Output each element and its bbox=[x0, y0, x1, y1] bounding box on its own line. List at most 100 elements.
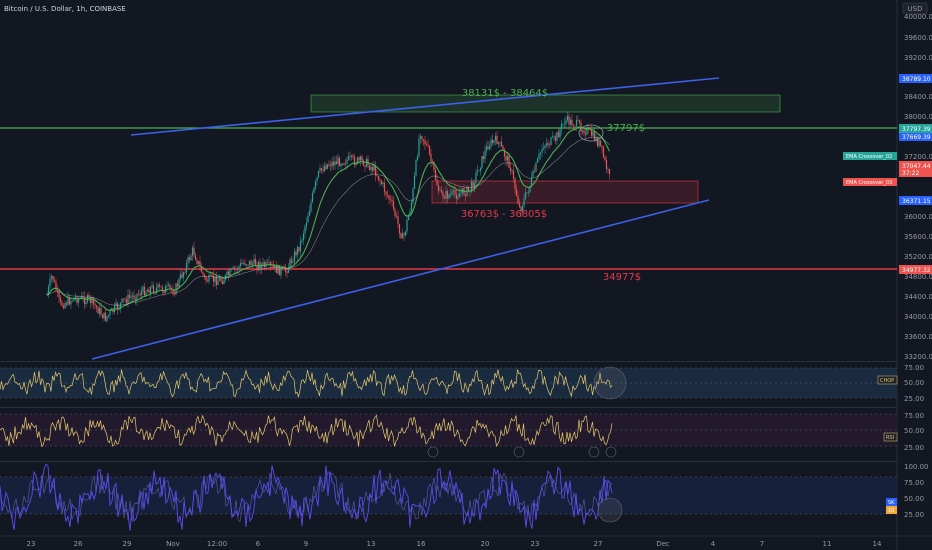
date-tick: 23 bbox=[27, 540, 36, 548]
candle-body bbox=[121, 298, 123, 303]
candle-body bbox=[529, 185, 531, 193]
candle-body bbox=[104, 312, 107, 321]
candle-body bbox=[128, 294, 131, 298]
date-tick: 6 bbox=[256, 540, 261, 548]
candle-body bbox=[313, 187, 315, 193]
candle-body bbox=[295, 251, 297, 256]
candle-body bbox=[182, 271, 185, 278]
candle-body bbox=[301, 239, 303, 242]
stoch-d-tag: 10 bbox=[888, 508, 894, 514]
currency-button[interactable] bbox=[902, 2, 928, 15]
candle-body bbox=[344, 163, 347, 164]
chop-highlight-circle bbox=[593, 366, 627, 400]
candle-body bbox=[532, 170, 534, 178]
candle-body bbox=[365, 158, 368, 167]
candle-body bbox=[272, 265, 275, 268]
candle-body bbox=[107, 314, 110, 317]
candle-body bbox=[356, 157, 359, 164]
candle-body bbox=[253, 258, 255, 264]
candle-body bbox=[277, 265, 279, 274]
candle-body bbox=[547, 143, 549, 145]
candle-body bbox=[212, 275, 215, 282]
stoch-k-line bbox=[0, 463, 613, 531]
candle-body bbox=[254, 258, 257, 267]
candle-body bbox=[394, 208, 396, 216]
candle-body bbox=[536, 158, 539, 163]
candle-body bbox=[440, 190, 443, 193]
candle-body bbox=[205, 276, 207, 281]
price-tag-bg bbox=[899, 133, 932, 141]
candle-body bbox=[446, 191, 449, 199]
candle-body bbox=[155, 287, 158, 292]
candle-body bbox=[91, 297, 93, 303]
price-tag: 38789.10 bbox=[902, 76, 931, 83]
candle-body bbox=[248, 260, 251, 266]
candle-body bbox=[187, 257, 189, 263]
candle-body bbox=[190, 255, 192, 261]
candle-body bbox=[196, 259, 198, 264]
price-tick: 33200.00 bbox=[904, 353, 932, 361]
date-tick: 27 bbox=[594, 540, 603, 548]
candle-body bbox=[188, 257, 191, 261]
candle-body bbox=[379, 179, 381, 182]
candle-body bbox=[113, 305, 116, 313]
date-axis[interactable]: 23 26 29 Nov 12:00 6 9 13 16 20 23 27 De… bbox=[27, 540, 882, 548]
ema-crossover-tag: EMA Crossover_03 bbox=[846, 180, 892, 186]
support-zone[interactable] bbox=[431, 180, 699, 204]
candle-body bbox=[52, 276, 54, 281]
candle-body bbox=[460, 192, 462, 194]
candle-body bbox=[139, 294, 141, 296]
candle-body bbox=[602, 147, 605, 158]
candle-body bbox=[325, 165, 327, 169]
candle-body bbox=[262, 262, 264, 265]
candle-body bbox=[46, 294, 48, 296]
candle-body bbox=[320, 168, 323, 171]
chart-title: Bitcoin / U.S. Dollar, 1h, COINBASE bbox=[4, 5, 126, 13]
candle-body bbox=[124, 299, 126, 300]
candle-body bbox=[596, 137, 599, 147]
price-axis-labels: 40000.00 39600.00 39200.00 38400.00 3800… bbox=[904, 13, 932, 361]
candle-body bbox=[193, 247, 195, 256]
candle-body bbox=[445, 191, 447, 199]
candle-body bbox=[181, 274, 183, 278]
candle-body bbox=[550, 137, 552, 145]
upper-trendline[interactable] bbox=[130, 77, 720, 136]
candle-body bbox=[244, 263, 246, 265]
candle-body bbox=[77, 298, 80, 303]
rsi-marker-circle bbox=[513, 446, 525, 458]
candle-body bbox=[74, 297, 77, 298]
candle-body bbox=[151, 285, 153, 287]
candle-body bbox=[352, 155, 354, 157]
red-level-label: 34977$ bbox=[603, 272, 641, 283]
candle-body bbox=[494, 135, 497, 141]
candle-body bbox=[335, 161, 338, 165]
rsi-pane bbox=[0, 413, 897, 458]
candle-body bbox=[401, 233, 404, 239]
candle-body bbox=[319, 168, 321, 172]
candle-body bbox=[278, 265, 281, 276]
lower-trendline[interactable] bbox=[91, 199, 710, 360]
candle-body bbox=[409, 211, 411, 216]
candle-body bbox=[280, 268, 282, 276]
candle-body bbox=[334, 161, 336, 166]
candle-body bbox=[481, 156, 483, 169]
countdown-tag: 37:22 bbox=[902, 170, 919, 177]
candle-body bbox=[523, 198, 525, 207]
candle-body bbox=[413, 175, 416, 189]
price-axis[interactable] bbox=[897, 0, 932, 550]
date-tick: 26 bbox=[74, 540, 83, 548]
candle-body bbox=[557, 132, 560, 138]
candle-body bbox=[55, 281, 57, 291]
candle-body bbox=[59, 297, 62, 302]
candle-body bbox=[397, 216, 399, 224]
candle-body bbox=[487, 146, 489, 150]
candle-body bbox=[260, 264, 263, 270]
candle-body bbox=[548, 144, 551, 146]
candle-body bbox=[553, 136, 555, 138]
candle-body bbox=[89, 297, 92, 303]
candle-body bbox=[271, 265, 273, 266]
candle-body bbox=[464, 194, 467, 197]
candle-body bbox=[524, 192, 527, 199]
date-tick: 23 bbox=[531, 540, 540, 548]
